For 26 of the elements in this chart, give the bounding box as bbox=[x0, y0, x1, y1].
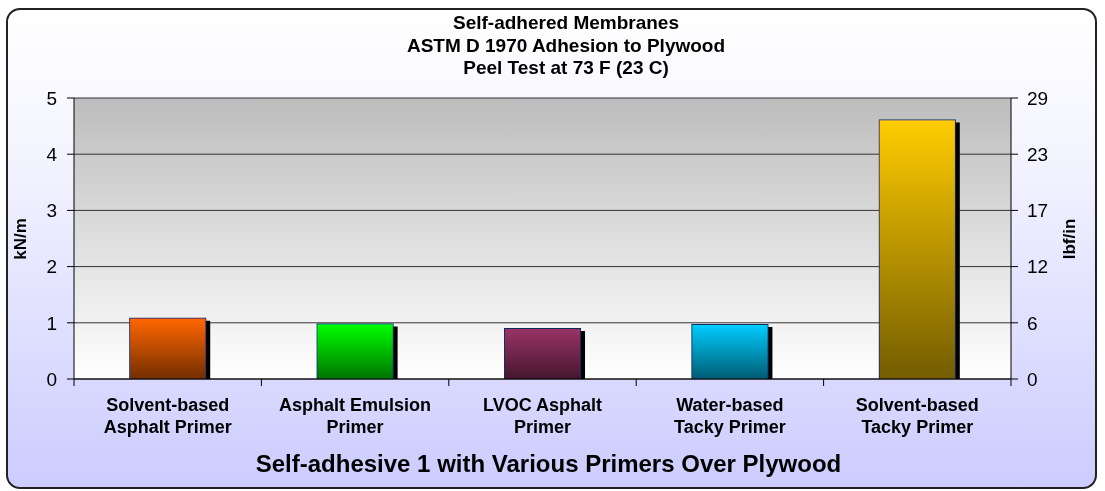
bar bbox=[130, 318, 206, 379]
chart-title: Self-adhered Membranes ASTM D 1970 Adhesion to Plywood Peel Test at 73 F (23 C) bbox=[406, 12, 726, 78]
y2-tick-label: 12 bbox=[1027, 256, 1049, 278]
y-tick-label: 1 bbox=[46, 312, 57, 334]
bar bbox=[317, 324, 393, 379]
y2-tick-label: 23 bbox=[1027, 143, 1049, 165]
x-tick-label: Water-based Tacky Primer bbox=[674, 395, 786, 437]
y-tick-label: 4 bbox=[46, 143, 58, 165]
y-tick-label: 2 bbox=[46, 256, 57, 278]
x-tick-label: Solvent-based Tacky Primer bbox=[855, 395, 979, 437]
y-tick-label: 5 bbox=[46, 87, 57, 109]
x-tick-label: Asphalt Emulsion Primer bbox=[279, 395, 432, 437]
y2-axis-title: lbf/in bbox=[1060, 218, 1080, 259]
x-tick-label: Solvent-based Asphalt Primer bbox=[103, 395, 232, 437]
bar bbox=[879, 120, 955, 379]
y2-tick-label: 29 bbox=[1027, 87, 1049, 109]
x-axis-title: Self-adhesive 1 with Various Primers Over Plywood bbox=[255, 450, 842, 477]
y2-tick-label: 6 bbox=[1027, 312, 1038, 334]
y-tick-label: 3 bbox=[46, 200, 57, 222]
y-axis-title: kN/m bbox=[11, 217, 31, 260]
bar bbox=[692, 325, 768, 379]
y-tick-label: 0 bbox=[46, 368, 57, 390]
y2-tick-label: 0 bbox=[1027, 368, 1038, 390]
bar bbox=[505, 328, 581, 379]
x-tick-label: LVOC Asphalt Primer bbox=[482, 395, 603, 437]
y2-tick-label: 17 bbox=[1027, 200, 1049, 222]
